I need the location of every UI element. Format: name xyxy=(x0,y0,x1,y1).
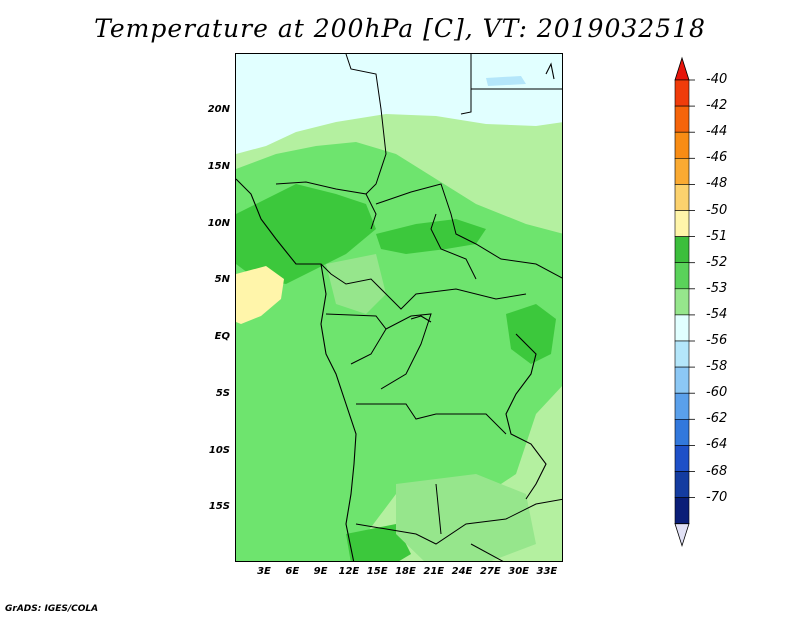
colorbar-box xyxy=(674,471,690,498)
green-zone-52d xyxy=(346,524,411,561)
map-panel xyxy=(235,53,563,562)
colorbar-box xyxy=(674,210,690,237)
colorbar-label: -52 xyxy=(706,254,728,270)
map-title: Temperature at 200hPa [C], VT: 201903251… xyxy=(94,14,706,43)
colorbar-box xyxy=(674,445,690,472)
colorbar-label: -53 xyxy=(706,280,728,296)
footer-credit: GrADS: IGES/COLA xyxy=(5,604,99,614)
x-tick-label: 30E xyxy=(508,566,529,577)
colorbar-box xyxy=(674,392,690,420)
colorbar-label: -51 xyxy=(706,228,728,244)
light-blue-patch xyxy=(486,76,526,86)
colorbar-label: -68 xyxy=(706,463,728,479)
colorbar-box xyxy=(674,418,690,446)
colorbar-label: -60 xyxy=(706,385,728,401)
light-zone-54b xyxy=(396,474,536,561)
y-tick-label: 5N xyxy=(214,274,230,286)
x-tick-label: 21E xyxy=(423,566,445,577)
light-zone-54a xyxy=(326,254,386,314)
y-tick-label: 10S xyxy=(208,444,230,456)
colorbar-box xyxy=(674,262,690,290)
colorbar-box xyxy=(674,288,690,316)
colorbar-label: -42 xyxy=(706,98,728,114)
colorbar-box xyxy=(674,184,690,211)
colorbar-box xyxy=(674,158,690,185)
colorbar-label: -56 xyxy=(706,333,728,348)
colorbar-label: -46 xyxy=(706,150,728,166)
x-tick-label: 12E xyxy=(338,566,360,577)
cold-region-north xyxy=(236,54,562,154)
coastline xyxy=(236,62,555,561)
colorbar-box xyxy=(674,105,690,133)
green-zone-52 xyxy=(236,184,376,284)
x-tick-label: 15E xyxy=(366,566,388,577)
colorbar-label: -70 xyxy=(706,489,728,505)
y-tick-label: 10N xyxy=(207,217,230,229)
country-borders xyxy=(275,54,562,561)
x-tick-label: 24E xyxy=(451,566,473,577)
warm-zone-51 xyxy=(236,266,284,324)
y-tick-label: 15S xyxy=(208,501,230,513)
x-tick-label: 33E xyxy=(536,566,558,577)
colorbar-box xyxy=(674,366,690,394)
colorbar-label: -50 xyxy=(706,202,728,218)
colorbar-box xyxy=(674,79,690,107)
y-tick-label: EQ xyxy=(214,331,230,342)
colorbar-box xyxy=(674,340,690,368)
colorbar-label: -58 xyxy=(706,359,728,375)
green-zone-52c xyxy=(506,304,556,364)
colorbar-label: -62 xyxy=(706,411,728,427)
x-tick-label: 27E xyxy=(479,566,501,577)
y-tick-label: 5S xyxy=(215,387,230,399)
temperature-map xyxy=(236,54,562,561)
x-tick-label: 6E xyxy=(285,566,300,577)
colorbar-box xyxy=(674,236,690,264)
colorbar-top-arrow xyxy=(674,56,690,81)
y-tick-label: 15N xyxy=(207,160,230,172)
colorbar-label: -40 xyxy=(706,72,728,87)
colorbar-bottom-arrow xyxy=(674,523,690,548)
colorbar-label: -44 xyxy=(706,124,728,140)
x-tick-label: 18E xyxy=(395,566,416,577)
colorbar-box xyxy=(674,497,690,525)
colorbar-label: -48 xyxy=(706,176,728,192)
green-zone-52b xyxy=(376,219,486,254)
colorbar-label: -54 xyxy=(706,306,728,322)
x-tick-label: 3E xyxy=(257,566,271,577)
y-tick-label: 20N xyxy=(207,104,230,115)
colorbar-box xyxy=(674,314,690,342)
colorbar xyxy=(674,56,695,548)
colorbar-label: -64 xyxy=(706,437,728,453)
x-tick-label: 9E xyxy=(313,566,328,577)
colorbar-box xyxy=(674,131,690,159)
